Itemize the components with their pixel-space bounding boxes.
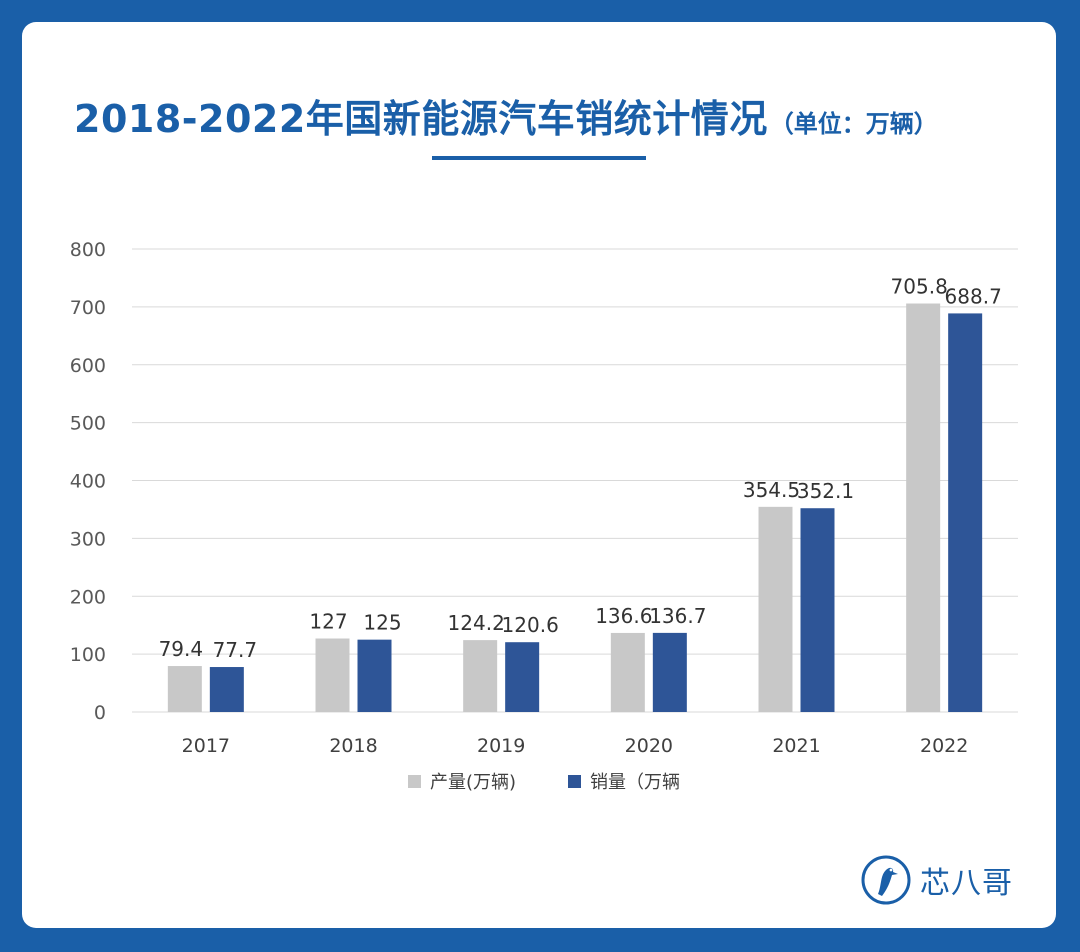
title-underline: [432, 156, 646, 160]
bar-sales: [800, 508, 835, 712]
y-tick-label: 800: [70, 239, 106, 261]
y-tick-label: 300: [70, 528, 106, 550]
bar-production: [758, 506, 793, 712]
chart-title: 2018-2022年国新能源汽车销统计情况: [74, 97, 768, 141]
data-label: 79.4: [159, 637, 204, 661]
data-label: 354.5: [743, 478, 800, 502]
chart-title-block: 2018-2022年国新能源汽车销统计情况（单位：万辆）: [74, 88, 938, 143]
y-tick-label: 100: [70, 644, 106, 666]
x-tick-label: 2020: [625, 735, 673, 757]
bar-production: [610, 632, 645, 712]
data-label: 136.7: [649, 604, 706, 628]
data-label: 125: [363, 611, 401, 635]
brand-logo: 芯八哥: [860, 854, 1013, 906]
x-tick-label: 2018: [329, 735, 377, 757]
bar-production: [315, 638, 350, 712]
data-label: 688.7: [945, 284, 1002, 308]
bar-sales: [948, 313, 983, 712]
legend-swatch: [568, 775, 581, 788]
x-tick-label: 2021: [772, 735, 820, 757]
data-label: 124.2: [448, 611, 505, 635]
legend-label: 产量(万辆): [430, 772, 516, 793]
heron-logo-icon: [861, 855, 911, 905]
y-tick-label: 600: [70, 355, 106, 377]
data-label: 127: [309, 609, 347, 633]
y-tick-label: 0: [94, 702, 106, 724]
data-label: 352.1: [797, 479, 854, 503]
legend-swatch: [408, 775, 421, 788]
y-tick-label: 500: [70, 413, 106, 435]
bar-chart: 0 100 200 300 400 500 600 700 800 79.4 77.7 2017 127…: [70, 239, 1018, 793]
bar-sales: [209, 667, 244, 712]
data-label: 120.6: [502, 613, 559, 637]
y-tick-label: 700: [70, 297, 106, 319]
data-label: 705.8: [891, 275, 948, 299]
x-tick-label: 2022: [920, 735, 968, 757]
y-tick-label: 400: [70, 471, 106, 493]
bar-production: [906, 303, 941, 712]
x-tick-label: 2017: [182, 735, 230, 757]
bar-sales: [505, 642, 540, 712]
bar-sales: [357, 639, 392, 712]
chart-title-unit: （单位：万辆）: [769, 110, 938, 138]
data-label: 77.7: [213, 638, 258, 662]
bar-production: [463, 640, 498, 712]
bar-production: [167, 666, 202, 712]
x-tick-label: 2019: [477, 735, 525, 757]
bar-sales: [652, 632, 687, 712]
y-tick-label: 200: [70, 586, 106, 608]
brand-name: 芯八哥: [920, 866, 1013, 901]
data-label: 136.6: [595, 604, 652, 628]
chart-card: 2018-2022年国新能源汽车销统计情况（单位：万辆） 0 100 200 300 4…: [22, 22, 1056, 928]
legend-label: 销量（万辆: [590, 772, 680, 793]
